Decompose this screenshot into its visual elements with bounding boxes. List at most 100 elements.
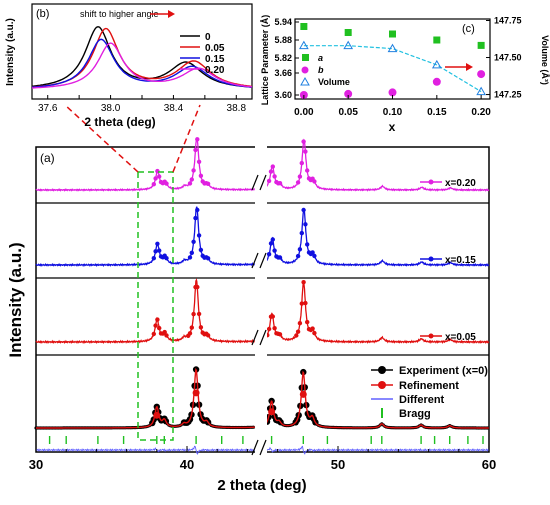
series-point	[310, 250, 315, 255]
series-point	[153, 323, 158, 328]
series-point	[266, 326, 272, 332]
panel-c: 0.00 0.05 0.10 0.15 0.20 3.60 3.66 5.82 5.88 5.9…	[260, 15, 550, 134]
series-point	[151, 182, 156, 187]
refinement-markers	[153, 389, 307, 419]
panel-c-ylabel2: Volume (Å³)	[540, 35, 550, 85]
series-point	[193, 215, 198, 221]
legend-marker	[302, 54, 309, 61]
refinement-point	[299, 390, 307, 398]
series-point	[297, 174, 303, 179]
series-point	[297, 321, 303, 326]
series-point	[270, 314, 275, 319]
series-point	[198, 247, 204, 253]
axis-break-mark	[251, 252, 259, 269]
volume-point	[431, 59, 442, 69]
series-point	[187, 331, 193, 336]
refinement-point	[268, 408, 276, 416]
y2-tick-label: 147.50	[494, 53, 522, 63]
series-point	[195, 207, 200, 213]
axis-break-mark	[259, 439, 267, 456]
series-markers	[151, 207, 317, 261]
series-point	[297, 247, 303, 252]
axis-break-mark	[251, 329, 259, 346]
series-point	[155, 317, 160, 322]
y2-tick-label: 147.25	[494, 90, 522, 100]
legend-label: Bragg	[399, 408, 431, 420]
x-tick-label: 40	[180, 457, 194, 472]
x-tick-label: 30	[29, 457, 43, 472]
series-line	[35, 278, 490, 345]
series-point	[205, 256, 211, 261]
legend-label: x=0.20	[445, 178, 476, 189]
zoom-connector	[64, 104, 139, 173]
series-point	[268, 241, 274, 246]
lattice-a-point	[433, 36, 441, 44]
lattice-a-point	[389, 30, 396, 38]
series-point	[277, 332, 283, 337]
legend-label: 0.05	[205, 43, 225, 54]
legend-label: Refinement	[399, 380, 459, 392]
panel-c-xlabel: x	[389, 120, 396, 134]
series-point	[189, 177, 194, 182]
panel-c-label: (c)	[462, 23, 475, 35]
legend-label: Different	[399, 394, 445, 406]
legend-label: 0.20	[205, 65, 225, 76]
axis-break-mark	[251, 439, 259, 456]
series-point	[193, 147, 198, 153]
series-point	[295, 253, 301, 259]
legend-label: 0	[205, 32, 211, 43]
panel-b-ylabel: Intensity (a.u.)	[5, 18, 16, 86]
series-point	[198, 173, 204, 178]
series-point	[305, 319, 310, 325]
panel-a-xlabel: 2 theta (deg)	[217, 477, 306, 494]
series-point	[189, 250, 194, 255]
series-point	[299, 301, 304, 306]
legend-label: Experiment (x=0)	[399, 365, 488, 377]
x-tick-label: 0.05	[338, 107, 358, 118]
legend-marker	[301, 66, 309, 74]
series-point	[294, 333, 299, 338]
series-point	[191, 168, 196, 173]
series-line	[35, 206, 490, 268]
series-line	[32, 42, 253, 89]
series-point	[191, 239, 196, 244]
volume-fit-line	[303, 45, 482, 93]
legend-label: 0.15	[205, 54, 225, 65]
y-tick-label: 5.94	[274, 17, 292, 27]
series-point	[310, 326, 315, 331]
x-tick-label: 37.6	[38, 103, 58, 114]
lattice-a-point	[300, 23, 308, 30]
series-point	[272, 174, 277, 179]
x-tick-label: 38.4	[164, 103, 184, 114]
series-point	[196, 311, 202, 317]
legend-marker	[428, 333, 434, 339]
shift-arrow	[150, 10, 175, 18]
refinement-point	[192, 389, 200, 397]
difference-line	[35, 445, 490, 455]
series-line	[35, 137, 490, 192]
series-point	[151, 331, 156, 337]
series-point	[157, 174, 162, 179]
lattice-b-point	[432, 77, 441, 86]
volume-point	[387, 43, 398, 53]
x-tick-label: 38.8	[227, 103, 247, 114]
axis-break-mark	[259, 252, 267, 269]
series-point	[196, 233, 202, 238]
series-point	[164, 333, 169, 338]
series-point	[303, 300, 308, 306]
lattice-b-point	[344, 89, 353, 98]
lattice-a-point	[477, 41, 485, 49]
y2-tick-label: 147.75	[494, 15, 522, 25]
series-point	[268, 169, 274, 174]
series-point	[198, 325, 204, 330]
refinement-line	[36, 367, 489, 429]
series-point	[303, 222, 308, 227]
lattice-a-point	[344, 29, 352, 36]
legend-marker	[428, 179, 434, 185]
legend-label: x=0.05	[445, 332, 476, 343]
x-tick-label: 0.20	[471, 107, 491, 118]
volume-point	[476, 86, 486, 96]
series-point	[277, 181, 283, 186]
series-point	[155, 241, 160, 246]
